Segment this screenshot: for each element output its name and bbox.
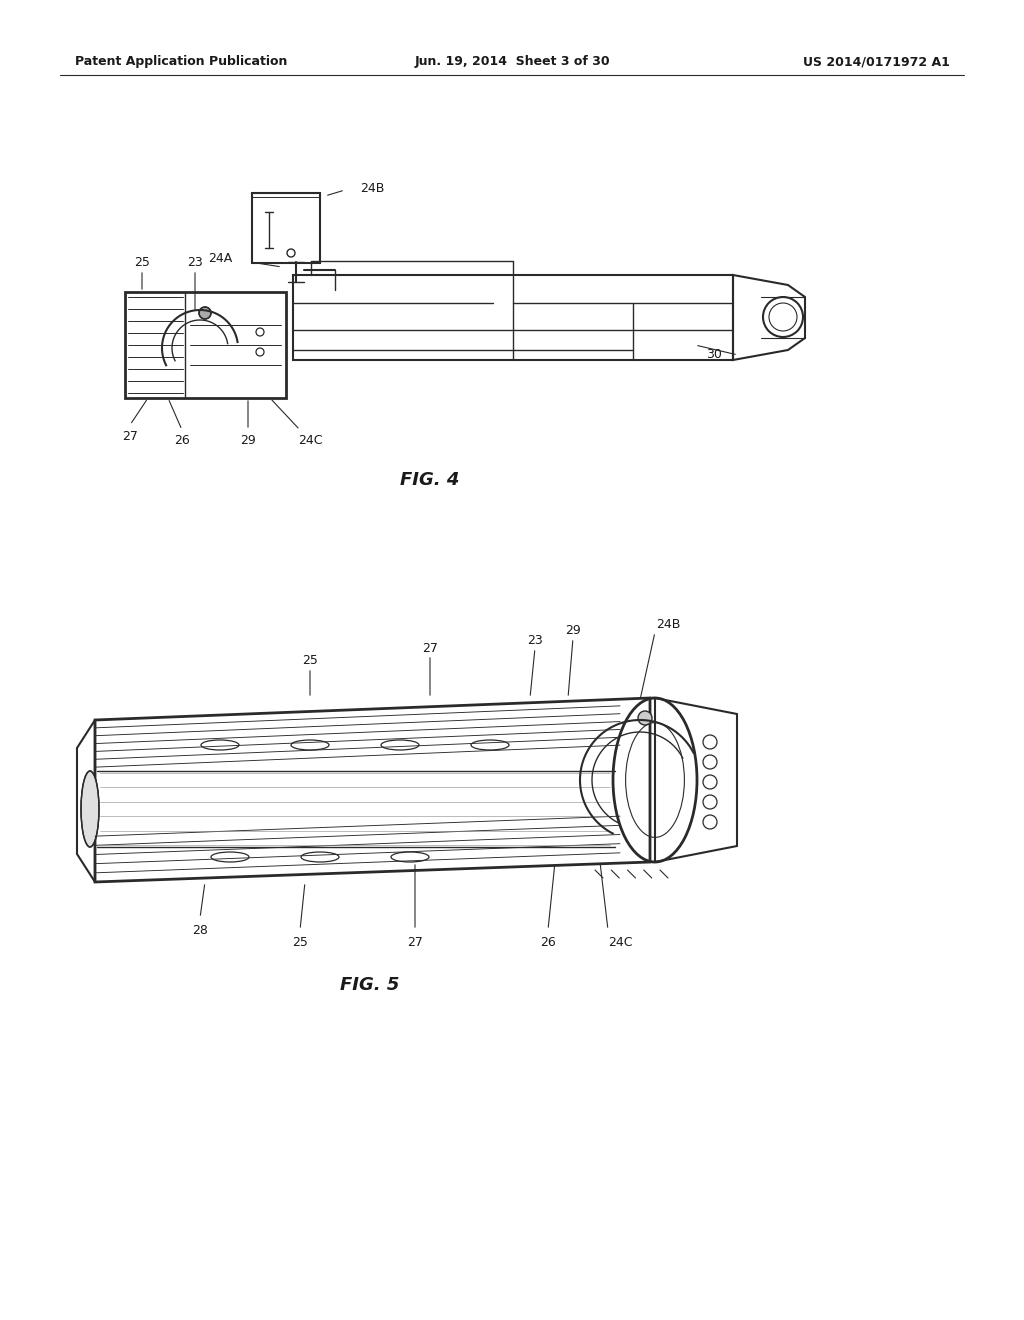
Text: 26: 26 [174,434,189,447]
Ellipse shape [81,771,99,847]
Text: 28: 28 [193,924,208,936]
Text: 26: 26 [540,936,556,949]
Text: 29: 29 [240,434,256,447]
Text: 23: 23 [187,256,203,269]
Text: 25: 25 [134,256,150,269]
Text: 24C: 24C [608,936,632,949]
Text: 29: 29 [565,623,581,636]
Text: 24B: 24B [655,619,680,631]
Text: FIG. 4: FIG. 4 [400,471,460,488]
Text: 24B: 24B [360,181,384,194]
Circle shape [199,308,211,319]
Text: US 2014/0171972 A1: US 2014/0171972 A1 [803,55,950,69]
Text: 25: 25 [302,653,317,667]
Text: 27: 27 [422,642,438,655]
Text: 27: 27 [408,936,423,949]
Bar [252,193,319,263]
Text: 24C: 24C [298,434,323,447]
Text: 25: 25 [292,936,308,949]
Text: 23: 23 [527,634,543,647]
Text: Jun. 19, 2014  Sheet 3 of 30: Jun. 19, 2014 Sheet 3 of 30 [414,55,610,69]
Text: FIG. 5: FIG. 5 [340,975,399,994]
Text: Patent Application Publication: Patent Application Publication [75,55,288,69]
Text: 30: 30 [706,348,722,362]
Circle shape [638,711,652,725]
Text: 27: 27 [122,429,138,442]
Text: 24A: 24A [208,252,232,265]
